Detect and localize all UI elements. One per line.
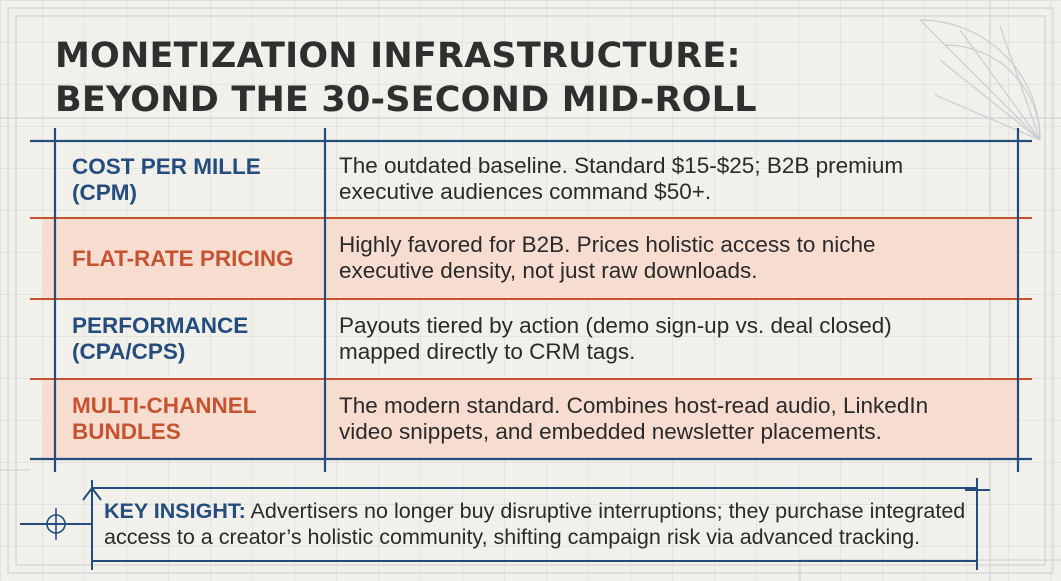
row-description: The modern standard. Combines host-read … [325, 379, 1018, 459]
row-description-line: video snippets, and embedded newsletter … [339, 419, 882, 444]
insight-line-2: access to a creator’s holistic community… [104, 525, 921, 549]
row-description-line: Payouts tiered by action (demo sign-up v… [339, 313, 892, 338]
row-label-text: PERFORMANCE [72, 313, 249, 338]
insight-line-1: KEY INSIGHT: Advertisers no longer buy d… [104, 498, 977, 524]
insight-text: Advertisers no longer buy disruptive int… [245, 499, 966, 523]
row-description-line: executive audiences command $50+. [339, 179, 712, 204]
page-title: MONETIZATION INFRASTRUCTURE: BEYOND THE … [55, 34, 757, 122]
row-description: Payouts tiered by action (demo sign-up v… [325, 299, 1018, 379]
insight-label: KEY INSIGHT: [104, 499, 246, 523]
row-label-text: BUNDLES [72, 419, 181, 444]
title-line-2: BEYOND THE 30-SECOND MID-ROLL [55, 80, 757, 120]
row-label: PERFORMANCE (CPA/CPS) [42, 299, 325, 379]
table-row-cpm: COST PER MILLE (CPM) The outdated baseli… [42, 141, 1018, 218]
row-label-text: FLAT-RATE PRICING [72, 245, 294, 271]
table-row-flat-rate: FLAT-RATE PRICING Highly favored for B2B… [42, 218, 1018, 299]
row-label-text: COST PER MILLE (CPM) [72, 153, 261, 205]
table-row-multi-channel: MULTI-CHANNEL BUNDLES The modern standar… [42, 379, 1018, 459]
crosshair-icon [40, 508, 72, 540]
row-label-text: (CPA/CPS) [72, 339, 186, 364]
key-insight-callout: KEY INSIGHT: Advertisers no longer buy d… [92, 488, 977, 561]
row-label: COST PER MILLE (CPM) [42, 141, 325, 218]
row-description-line: mapped directly to CRM tags. [339, 339, 636, 364]
protractor-icon [919, 19, 1041, 141]
table-row-performance: PERFORMANCE (CPA/CPS) Payouts tiered by … [42, 299, 1018, 379]
row-label: FLAT-RATE PRICING [42, 218, 325, 299]
row-description: The outdated baseline. Standard $15-$25;… [325, 141, 1018, 218]
row-label-text: MULTI-CHANNEL [72, 393, 257, 418]
row-description-line: The modern standard. Combines host-read … [339, 393, 929, 418]
row-description-line: executive density, not just raw download… [339, 258, 758, 283]
row-description: Highly favored for B2B. Prices holistic … [325, 218, 1018, 299]
row-label: MULTI-CHANNEL BUNDLES [42, 379, 325, 459]
row-description-line: The outdated baseline. Standard $15-$25;… [339, 153, 904, 178]
row-description-line: Highly favored for B2B. Prices holistic … [339, 232, 876, 257]
title-line-1: MONETIZATION INFRASTRUCTURE: [55, 36, 741, 76]
